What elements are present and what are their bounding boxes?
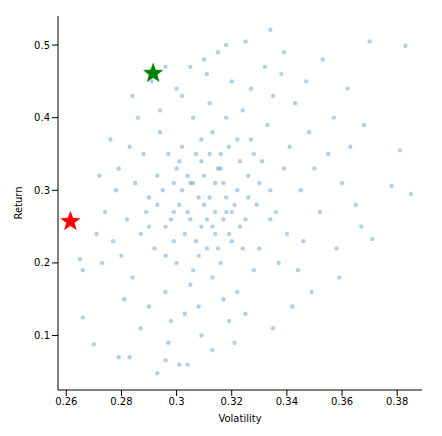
svg-text:0.38: 0.38: [386, 396, 408, 407]
svg-text:0.3: 0.3: [34, 185, 50, 196]
svg-text:0.1: 0.1: [34, 330, 50, 341]
svg-text:0.28: 0.28: [110, 396, 132, 407]
svg-text:0.2: 0.2: [34, 257, 50, 268]
svg-text:Return: Return: [13, 186, 24, 219]
svg-text:0.5: 0.5: [34, 40, 50, 51]
svg-text:Volatility: Volatility: [218, 413, 261, 424]
svg-text:0.32: 0.32: [221, 396, 243, 407]
svg-text:0.34: 0.34: [276, 396, 298, 407]
svg-text:0.3: 0.3: [169, 396, 185, 407]
svg-text:0.4: 0.4: [34, 112, 50, 123]
svg-text:0.26: 0.26: [55, 396, 77, 407]
svg-text:0.36: 0.36: [331, 396, 353, 407]
